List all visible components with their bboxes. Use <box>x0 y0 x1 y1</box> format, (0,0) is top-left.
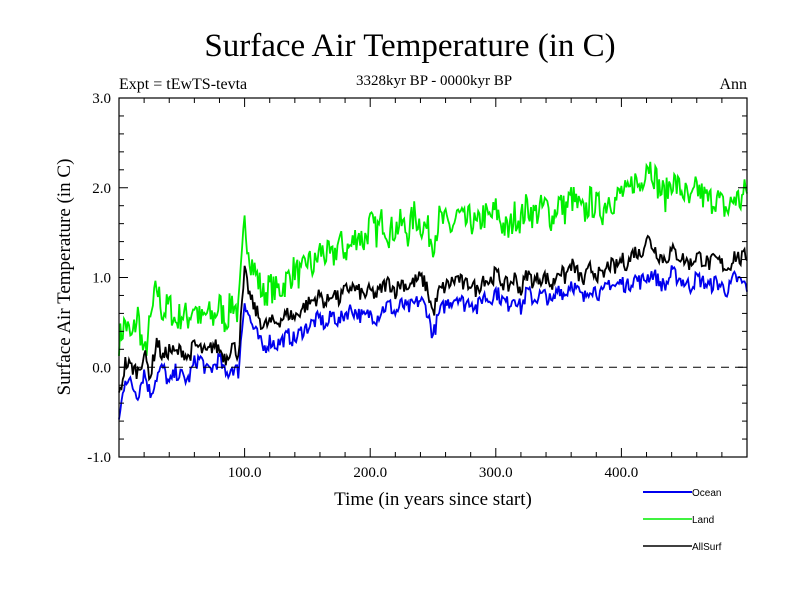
season-label: Ann <box>719 76 747 93</box>
x-tick-label: 400.0 <box>605 465 639 481</box>
series-line-ocean <box>118 265 748 420</box>
legend-label-allsurf: AllSurf <box>692 542 722 553</box>
plot-lines <box>118 161 748 420</box>
series-line-land <box>118 161 748 357</box>
legend-label-land: Land <box>692 515 714 526</box>
x-axis-label: Time (in years since start) <box>334 489 532 510</box>
legend: Ocean Land AllSurf <box>643 488 722 553</box>
y-tick-label: -1.0 <box>87 450 111 466</box>
y-tick-label: 3.0 <box>92 91 111 107</box>
experiment-label: Expt = tEwTS-tevta <box>119 76 247 93</box>
y-tick-label: 0.0 <box>92 360 111 376</box>
chart-subtitle: 3328kyr BP - 0000kyr BP <box>356 73 512 89</box>
series-line-allsurf <box>118 234 748 393</box>
y-axis-label: Surface Air Temperature (in C) <box>54 159 75 396</box>
y-tick-label: 1.0 <box>92 271 111 287</box>
chart-title: Surface Air Temperature (in C) <box>204 28 615 64</box>
legend-label-ocean: Ocean <box>692 488 721 499</box>
x-tick-label: 100.0 <box>228 465 262 481</box>
axes: 100.0 200.0 300.0 400.0 -1.0 0.0 1.0 2.0 3.0 <box>87 91 748 481</box>
x-tick-label: 200.0 <box>353 465 387 481</box>
y-tick-label: 2.0 <box>92 181 111 197</box>
x-tick-label: 300.0 <box>479 465 513 481</box>
